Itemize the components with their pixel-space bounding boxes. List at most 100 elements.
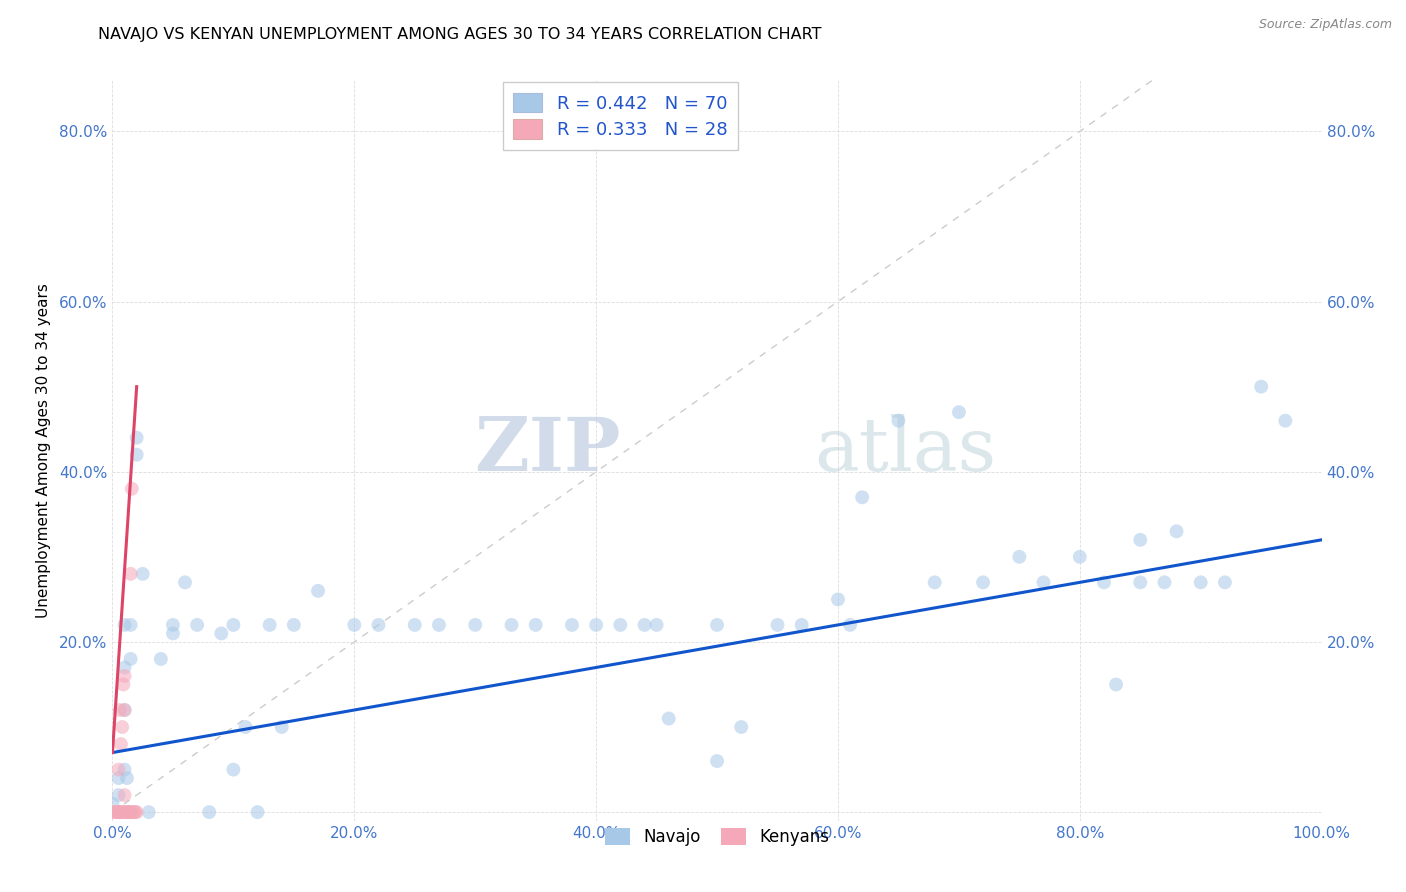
Point: [585, 618, 607, 632]
Point: [101, 805, 124, 819]
Point: [501, 618, 523, 632]
Point: [107, 771, 129, 785]
Point: [112, 805, 135, 819]
Point: [114, 669, 136, 683]
Point: [1032, 575, 1054, 590]
Point: [107, 788, 129, 802]
Point: [110, 805, 132, 819]
Point: [120, 618, 142, 632]
Text: atlas: atlas: [814, 414, 995, 487]
Point: [107, 763, 129, 777]
Point: [706, 618, 728, 632]
Point: [105, 805, 128, 819]
Point: [706, 754, 728, 768]
Point: [115, 771, 138, 785]
Point: [1069, 549, 1091, 564]
Point: [658, 712, 681, 726]
Text: Source: ZipAtlas.com: Source: ZipAtlas.com: [1258, 18, 1392, 31]
Point: [1092, 575, 1115, 590]
Point: [132, 566, 155, 581]
Point: [1129, 575, 1152, 590]
Point: [120, 805, 142, 819]
Point: [367, 618, 389, 632]
Point: [125, 805, 148, 819]
Point: [108, 805, 131, 819]
Point: [427, 618, 450, 632]
Point: [766, 618, 789, 632]
Point: [138, 805, 160, 819]
Point: [120, 805, 142, 819]
Point: [118, 805, 141, 819]
Point: [124, 805, 146, 819]
Point: [464, 618, 486, 632]
Point: [235, 720, 257, 734]
Point: [105, 805, 128, 819]
Point: [209, 626, 232, 640]
Point: [524, 618, 547, 632]
Point: [790, 618, 813, 632]
Point: [972, 575, 994, 590]
Point: [104, 805, 127, 819]
Point: [111, 805, 134, 819]
Point: [114, 660, 136, 674]
Point: [1129, 533, 1152, 547]
Point: [222, 618, 245, 632]
Point: [404, 618, 426, 632]
Text: ZIP: ZIP: [474, 414, 620, 487]
Point: [117, 805, 139, 819]
Point: [730, 720, 752, 734]
Point: [108, 703, 131, 717]
Point: [107, 805, 129, 819]
Point: [307, 583, 329, 598]
Point: [1274, 414, 1296, 428]
Point: [112, 677, 135, 691]
Y-axis label: Unemployment Among Ages 30 to 34 years: Unemployment Among Ages 30 to 34 years: [35, 283, 51, 618]
Point: [1166, 524, 1188, 539]
Point: [114, 805, 136, 819]
Point: [1213, 575, 1236, 590]
Point: [924, 575, 946, 590]
Point: [1189, 575, 1212, 590]
Point: [114, 763, 136, 777]
Point: [633, 618, 655, 632]
Point: [162, 618, 184, 632]
Point: [246, 805, 269, 819]
Point: [839, 618, 862, 632]
Point: [125, 431, 148, 445]
Point: [122, 805, 145, 819]
Point: [115, 805, 138, 819]
Point: [114, 618, 136, 632]
Point: [120, 566, 142, 581]
Point: [101, 797, 124, 811]
Point: [125, 448, 148, 462]
Point: [162, 626, 184, 640]
Point: [609, 618, 631, 632]
Point: [149, 652, 172, 666]
Point: [283, 618, 305, 632]
Point: [122, 805, 145, 819]
Point: [198, 805, 221, 819]
Point: [1105, 677, 1128, 691]
Point: [259, 618, 281, 632]
Point: [110, 737, 132, 751]
Point: [948, 405, 970, 419]
Point: [117, 805, 139, 819]
Point: [114, 703, 136, 717]
Point: [121, 482, 143, 496]
Point: [1250, 379, 1272, 393]
Point: [1008, 549, 1031, 564]
Point: [222, 763, 245, 777]
Point: [270, 720, 292, 734]
Point: [343, 618, 366, 632]
Point: [174, 575, 197, 590]
Point: [827, 592, 849, 607]
Point: [186, 618, 208, 632]
Point: [120, 652, 142, 666]
Point: [110, 805, 132, 819]
Point: [114, 703, 136, 717]
Point: [561, 618, 583, 632]
Point: [114, 788, 136, 802]
Point: [111, 720, 134, 734]
Text: NAVAJO VS KENYAN UNEMPLOYMENT AMONG AGES 30 TO 34 YEARS CORRELATION CHART: NAVAJO VS KENYAN UNEMPLOYMENT AMONG AGES…: [98, 27, 823, 42]
Point: [1153, 575, 1175, 590]
